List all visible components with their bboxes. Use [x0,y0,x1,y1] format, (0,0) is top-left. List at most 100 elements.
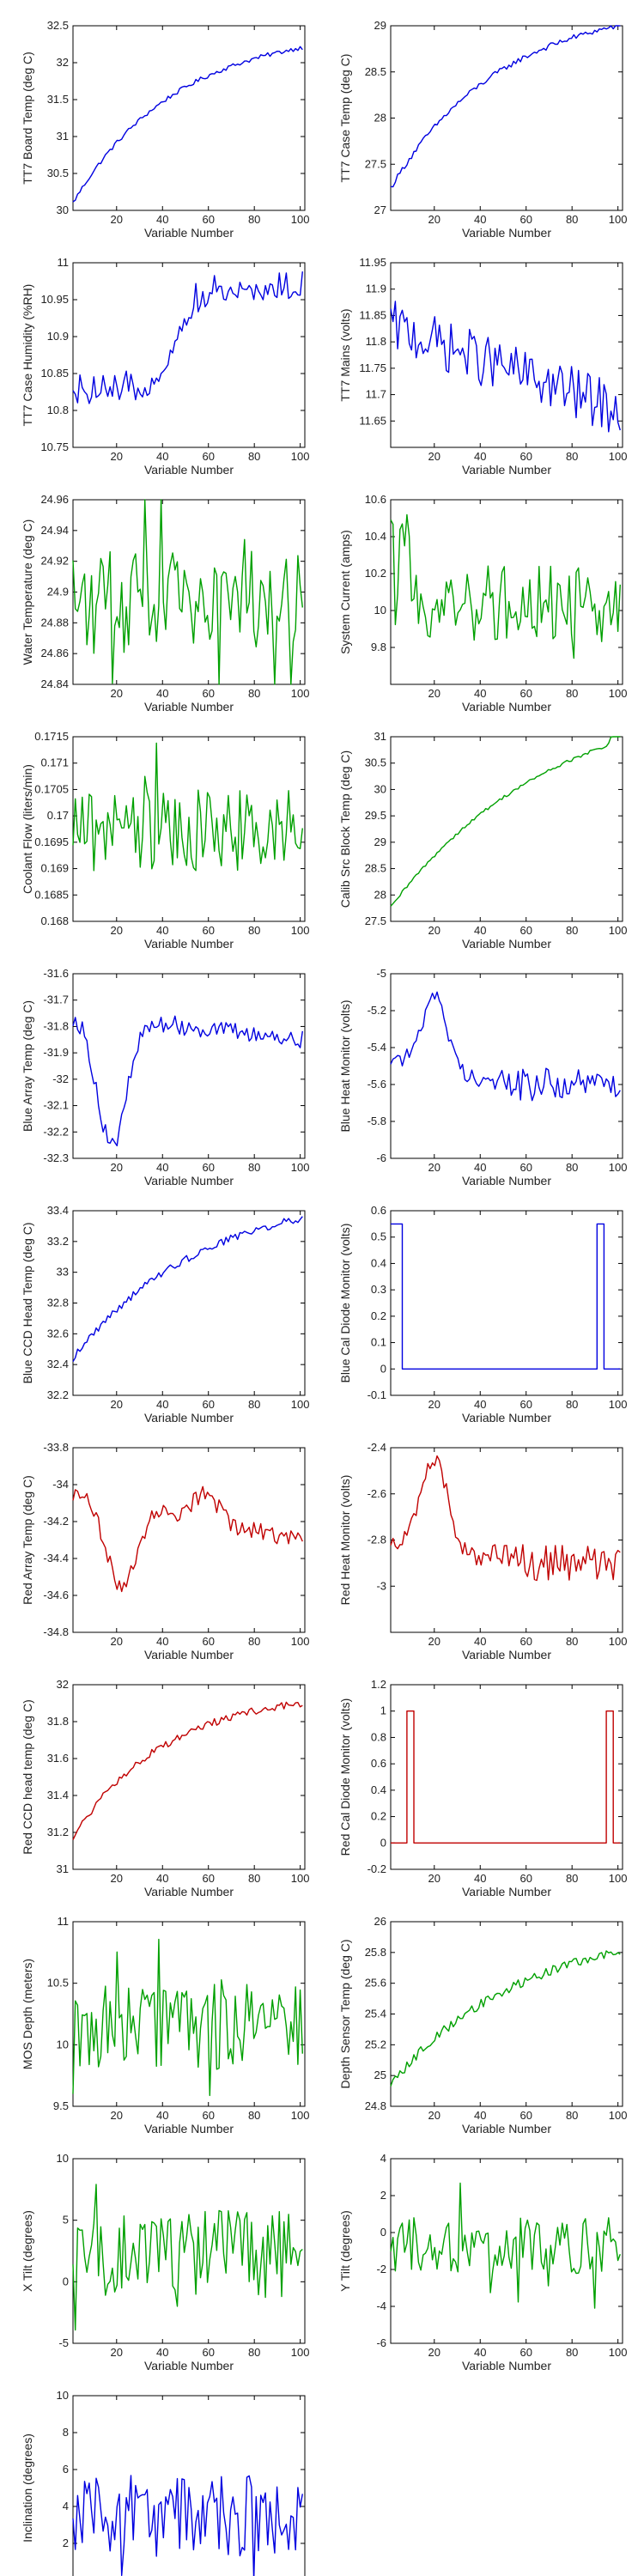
y-tick-label: 27.5 [365,914,386,927]
y-tick-label: 31.8 [47,1715,69,1728]
subplot-10: -6 -5.8 -5.6 -5.4 -5.2 -5 20 40 60 80 100 Variable … [338,967,628,1188]
series-line [390,991,621,1102]
plot-frame [390,1921,623,2107]
y-tick-label: 10.6 [365,493,386,506]
plot-frame [72,1684,306,1870]
y-tick-label: 2 [380,2189,386,2202]
y-tick-label: -34 [52,1478,69,1491]
y-tick-label: -3 [376,1579,386,1592]
x-tick-label: 20 [111,924,123,937]
subplot-14: -3 -2.8 -2.6 -2.4 20 40 60 80 100 Variable Number… [338,1441,628,1662]
x-tick-label: 20 [428,213,440,226]
y-tick-label: 24.86 [40,647,69,659]
y-axis-label: Red Cal Diode Monitor (volts) [338,1698,352,1856]
y-tick-label: 0.3 [371,1283,386,1296]
y-tick-label: 9.5 [53,2099,69,2112]
x-tick-label: 80 [248,1161,260,1174]
y-tick-label: 0.17 [47,809,69,822]
y-tick-label: 11 [58,256,70,269]
y-tick-label: -5 [376,967,386,980]
x-tick-label: 60 [519,450,532,463]
y-tick-label: 8 [63,2426,69,2439]
series-line [72,499,303,685]
subplot-8: 27.5 28 28.5 29 29.5 30 30.5 31 20 40 60 80 100 Varia… [338,730,628,951]
y-tick-label: 10.95 [40,293,69,306]
plot-frame [72,1921,306,2107]
series-line [390,1455,621,1582]
y-tick-label: 5 [63,2214,69,2227]
y-tick-label: 0.171 [40,756,69,769]
x-tick-label: 60 [519,213,532,226]
series-line [390,2182,621,2309]
y-tick-label: -33.8 [43,1441,69,1454]
x-tick-label: 60 [202,1398,214,1411]
y-tick-label: 27.5 [365,157,386,170]
x-tick-label: 60 [519,1398,532,1411]
y-tick-label: -5 [58,2336,69,2349]
y-tick-label: 11.75 [359,361,386,374]
subplot-7: 0.168 0.1685 0.169 0.1695 0.17 0.1705 0.171 0.1… [21,730,310,951]
y-tick-label: -32.3 [43,1151,69,1164]
y-tick-label: 33 [57,1266,69,1279]
x-axis-label: Variable Number [144,1174,234,1188]
subplot-20: -6 -4 -2 0 2 4 20 40 60 80 100 Variable Number Y Til… [338,2152,628,2372]
y-tick-label: 10.8 [47,404,69,416]
x-tick-label: 100 [291,2109,310,2122]
x-tick-label: 20 [428,1161,440,1174]
y-axis-label: Water Temperature (deg C) [21,519,34,665]
y-axis-label: TT7 Board Temp (deg C) [21,52,34,185]
subplot-21: 024681020406080100Variable NumberInclina… [21,2389,306,2576]
y-tick-label: 0.5 [371,1230,386,1243]
x-tick-label: 20 [111,1635,123,1648]
y-tick-label: -5.6 [368,1078,386,1091]
y-tick-label: 31 [374,730,386,743]
y-tick-label: 25.6 [365,1977,386,1990]
x-tick-label: 60 [519,687,532,700]
x-axis-label: Variable Number [462,2122,551,2136]
x-tick-label: 100 [291,687,310,700]
y-tick-label: 28.5 [365,862,386,875]
y-tick-label: -34.4 [43,1552,69,1564]
y-tick-label: 0.1 [371,1336,386,1349]
y-tick-label: 0.1695 [34,835,69,848]
x-tick-label: 20 [428,1872,440,1885]
subplot-6: 9.8 10 10.2 10.4 10.6 20 40 60 80 100 Variable Num… [338,493,628,714]
x-tick-label: 40 [474,687,486,700]
x-axis-label: Variable Number [462,937,551,951]
x-tick-label: 100 [609,687,628,700]
x-tick-label: 80 [566,2109,578,2122]
x-tick-label: 100 [291,213,310,226]
subplot-11: 32.2 32.4 32.6 32.8 33 33.2 33.4 20 40 60 80 100 Var… [21,1204,310,1425]
y-tick-label: 31.2 [47,1826,69,1838]
series-line [391,1223,621,1370]
y-tick-label: 25.2 [365,2038,386,2050]
x-tick-label: 40 [156,1872,168,1885]
y-tick-label: 0 [63,2573,69,2576]
subplot-12: -0.1 0 0.1 0.2 0.3 0.4 0.5 0.6 20 40 60 80 100 Variab… [338,1204,628,1425]
y-tick-label: 10.4 [365,530,386,543]
x-tick-label: 40 [474,1872,486,1885]
x-tick-label: 100 [609,1161,628,1174]
y-tick-label: -31.7 [43,993,69,1006]
y-tick-label: 0.4 [371,1256,386,1269]
y-tick-label: 29 [374,19,386,32]
x-tick-label: 60 [519,1635,532,1648]
subplot-17: 9.5 10 10.5 11 20 40 60 80 100 Variable Number MOS… [21,1915,310,2136]
x-tick-label: 100 [609,213,628,226]
y-axis-label: Inclination (degrees) [21,2433,34,2543]
x-tick-label: 20 [428,924,440,937]
x-tick-label: 80 [248,1635,260,1648]
plot-frame [72,1447,306,1633]
y-tick-label: 0.2 [371,1810,386,1823]
x-tick-label: 40 [156,687,168,700]
y-axis-label: Blue CCD Head Temp (deg C) [21,1222,34,1383]
x-tick-label: 20 [111,450,123,463]
y-tick-label: 10 [374,604,386,617]
x-axis-label: Variable Number [462,1411,551,1425]
x-tick-label: 60 [519,2346,532,2359]
y-axis-label: Red Array Temp (deg C) [21,1475,34,1605]
y-tick-label: 28.5 [365,65,386,78]
x-tick-label: 80 [248,450,260,463]
y-tick-label: 29 [374,835,386,848]
x-tick-label: 80 [566,213,578,226]
